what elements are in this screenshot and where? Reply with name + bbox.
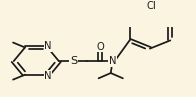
Text: N: N: [109, 56, 116, 66]
Text: N: N: [44, 71, 52, 81]
Text: Cl: Cl: [147, 1, 156, 11]
Text: O: O: [96, 42, 104, 52]
Text: N: N: [44, 41, 52, 51]
Text: S: S: [70, 56, 77, 66]
